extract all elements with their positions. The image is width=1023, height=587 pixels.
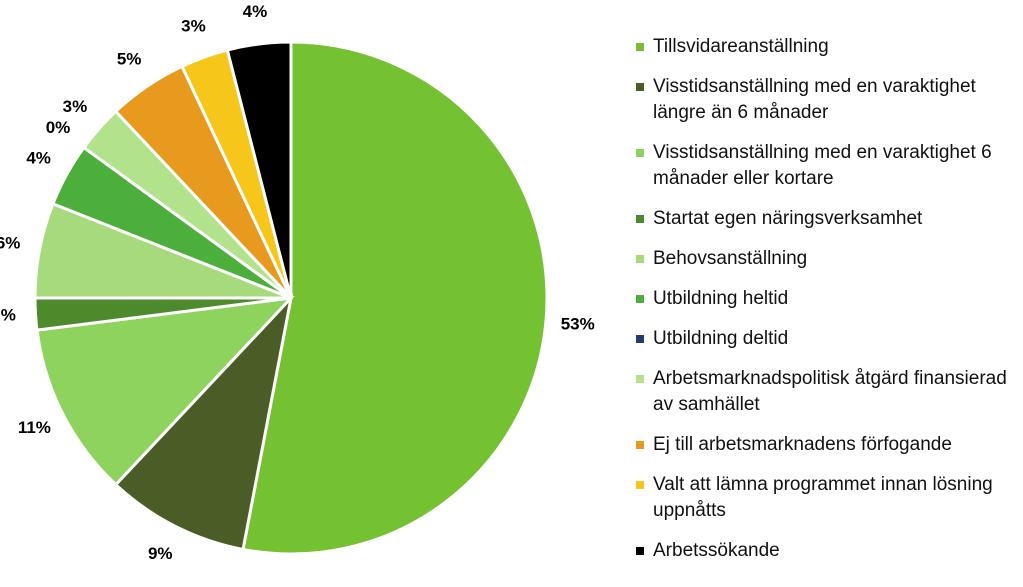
legend-item: Utbildning heltid [636,286,1016,312]
data-label: 0% [46,118,71,137]
legend: Tillsvidareanställning Visstidsanställnin… [636,34,1016,578]
data-label: 53% [561,315,595,334]
legend-swatch [636,441,644,449]
legend-item: Tillsvidareanställning [636,34,1016,60]
data-label: 6% [0,234,20,253]
data-label: 3% [63,97,88,116]
pie-slice [35,295,295,487]
legend-item: Arbetssökande [636,538,1016,564]
legend-label: Valt att lämna programmet innan lösning … [653,474,993,521]
legend-swatch [636,547,644,555]
pie-slice [225,40,293,299]
legend-item: Startat egen näringsverksamhet [636,206,1016,232]
legend-label: Utbildning deltid [653,328,789,349]
legend-swatch [636,295,644,303]
legend-label: Startat egen näringsverksamhet [653,208,923,229]
legend-swatch [636,83,644,91]
legend-label: Arbetsmarknadspolitisk åtgärd finansiera… [653,368,1007,415]
legend-swatch [636,481,644,489]
data-label: 5% [117,49,142,68]
legend-label: Tillsvidareanställning [653,36,829,57]
data-label: 4% [243,2,268,21]
data-label: 4% [26,149,51,168]
legend-item: Ej till arbetsmarknadens förfogande [636,432,1016,458]
legend-swatch [636,335,644,343]
pie-slice [241,40,549,556]
legend-item: Utbildning deltid [636,326,1016,352]
legend-label: Arbetssökande [653,540,780,561]
legend-label: Visstidsanställning med en varaktighet 6… [653,142,992,189]
legend-item: Behovsanställning [636,246,1016,272]
legend-swatch [636,149,644,157]
data-label: 3% [181,17,206,36]
legend-swatch [636,215,644,223]
legend-label: Ej till arbetsmarknadens förfogande [653,434,952,455]
legend-item: Visstidsanställning med en varaktighet l… [636,74,1016,126]
legend-label: Visstidsanställning med en varaktighet l… [653,76,976,123]
data-label: 11% [18,418,51,437]
legend-swatch [636,255,644,263]
legend-swatch [636,43,644,51]
legend-item: Visstidsanställning med en varaktighet 6… [636,140,1016,192]
legend-label: Behovsanställning [653,248,808,269]
data-label: 2% [0,306,16,325]
chart: 53% 9% 11% 2% 6% 4% 0% 3% 5% 3% 4% [0,2,595,563]
legend-item: Valt att lämna programmet innan lösning … [636,472,1016,524]
legend-swatch [636,375,644,383]
legend-item: Arbetsmarknadspolitisk åtgärd finansiera… [636,366,1016,418]
legend-label: Utbildning heltid [653,288,789,309]
data-label: 9% [148,544,173,563]
pie-slice [113,293,294,552]
